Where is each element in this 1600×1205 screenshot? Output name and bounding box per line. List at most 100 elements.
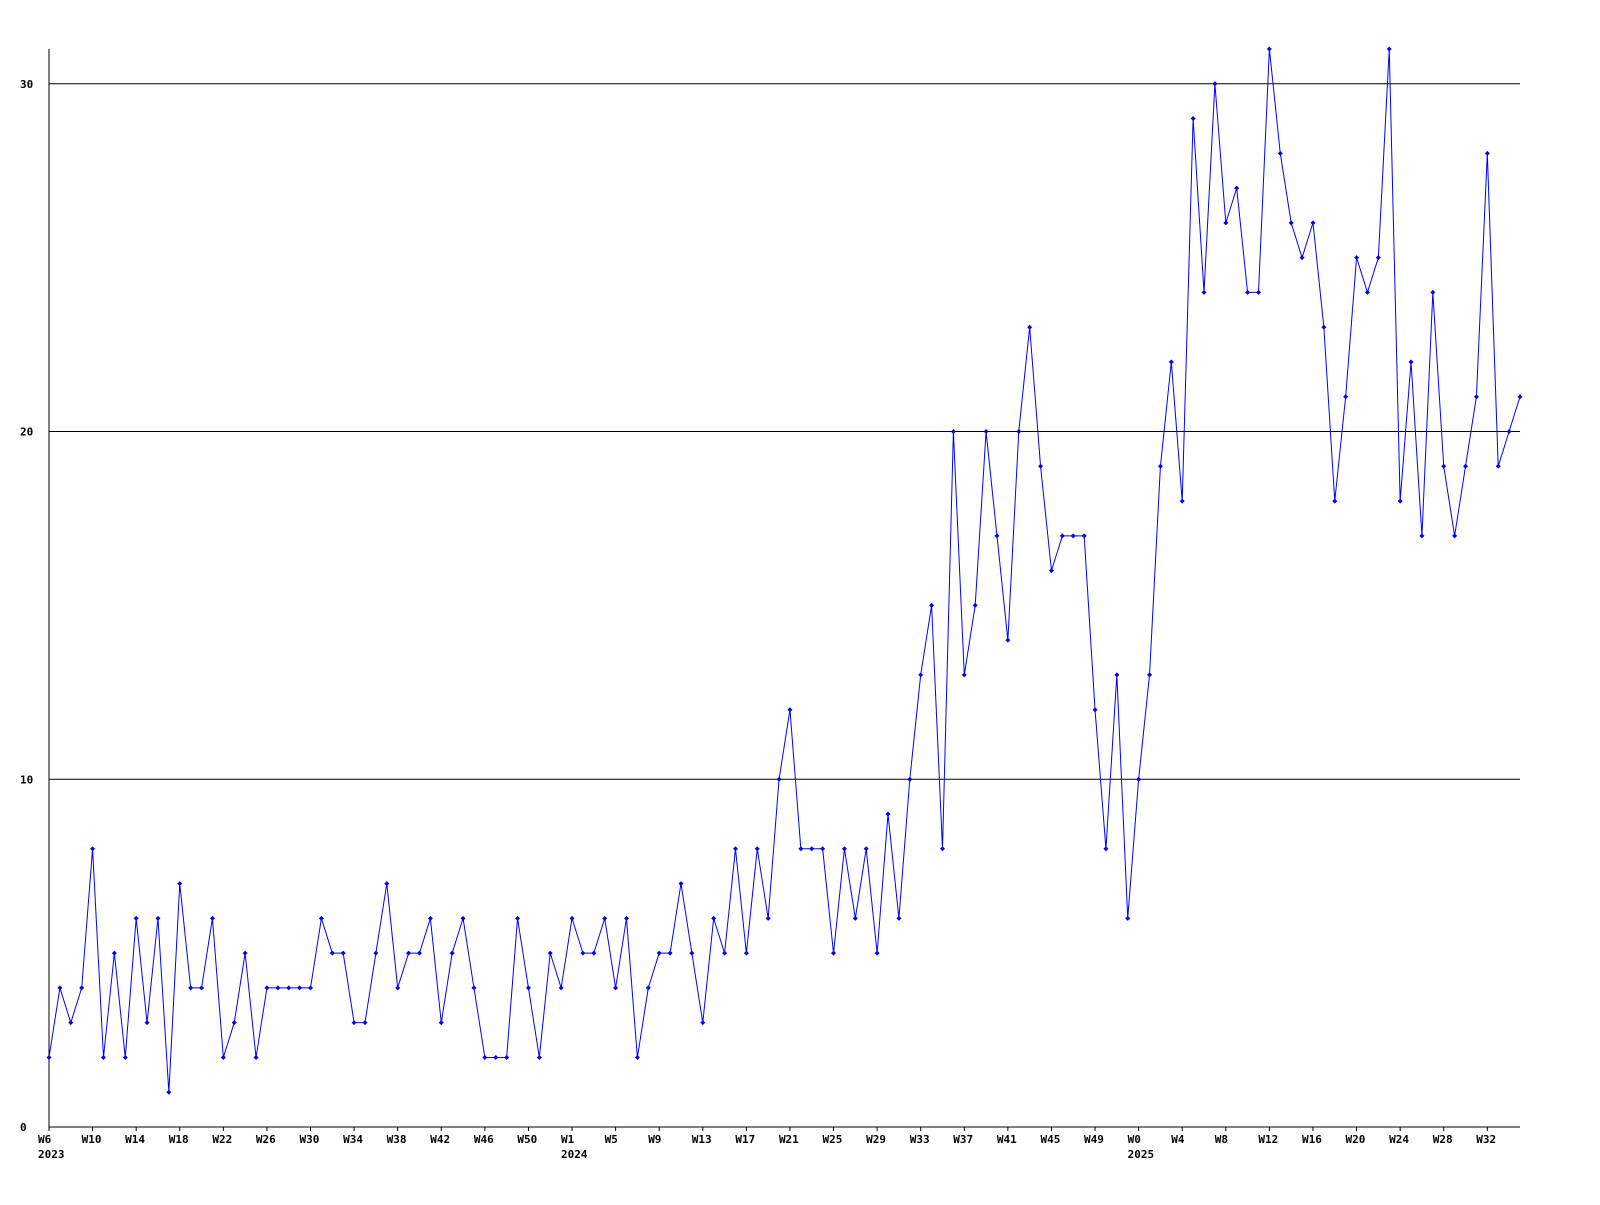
point: [776, 776, 782, 782]
point: [482, 1054, 488, 1060]
point: [525, 985, 531, 991]
point: [1103, 846, 1109, 852]
point: [1430, 289, 1436, 295]
point: [743, 950, 749, 956]
x-tick-label: W30: [300, 1133, 320, 1146]
point: [1255, 289, 1261, 295]
point: [427, 915, 433, 921]
x-tick-label: W26: [256, 1133, 276, 1146]
point: [504, 1054, 510, 1060]
point: [1419, 533, 1425, 539]
point: [591, 950, 597, 956]
point: [1397, 498, 1403, 504]
x-tick-label: W17: [735, 1133, 755, 1146]
x-tick-label: W34: [343, 1133, 363, 1146]
point: [460, 915, 466, 921]
point: [449, 950, 455, 956]
point: [1005, 637, 1011, 643]
point: [1168, 359, 1174, 365]
point: [329, 950, 335, 956]
point: [613, 985, 619, 991]
point: [1212, 81, 1218, 87]
point: [68, 1020, 74, 1026]
point: [209, 915, 215, 921]
point: [722, 950, 728, 956]
point: [1179, 498, 1185, 504]
point: [852, 915, 858, 921]
point: [199, 985, 205, 991]
point: [318, 915, 324, 921]
x-tick-label: W14: [125, 1133, 145, 1146]
x-tick-label: W25: [823, 1133, 843, 1146]
point: [122, 1054, 128, 1060]
point: [918, 672, 924, 678]
point: [308, 985, 314, 991]
point: [700, 1020, 706, 1026]
x-tick-label: W8: [1215, 1133, 1228, 1146]
point: [1190, 116, 1196, 122]
point: [1147, 672, 1153, 678]
point: [384, 881, 390, 887]
point: [939, 846, 945, 852]
point: [1386, 46, 1392, 52]
point: [144, 1020, 150, 1026]
x-year-label: 2024: [561, 1148, 588, 1161]
point: [340, 950, 346, 956]
point: [406, 950, 412, 956]
point: [689, 950, 695, 956]
point: [155, 915, 161, 921]
point: [351, 1020, 357, 1026]
point: [885, 811, 891, 817]
point: [569, 915, 575, 921]
point: [57, 985, 63, 991]
point: [1506, 429, 1512, 435]
point: [983, 429, 989, 435]
point: [831, 950, 837, 956]
point: [275, 985, 281, 991]
point: [1059, 533, 1065, 539]
point: [1463, 463, 1469, 469]
point: [1125, 915, 1131, 921]
x-tick-label: W13: [692, 1133, 712, 1146]
point: [1157, 463, 1163, 469]
point: [863, 846, 869, 852]
point: [972, 602, 978, 608]
point: [1299, 255, 1305, 261]
point: [1473, 394, 1479, 400]
point: [438, 1020, 444, 1026]
x-tick-label: W10: [82, 1133, 102, 1146]
point: [841, 846, 847, 852]
point: [1092, 707, 1098, 713]
point: [711, 915, 717, 921]
point: [787, 707, 793, 713]
y-tick-label: 10: [20, 773, 33, 786]
point: [624, 915, 630, 921]
point: [100, 1054, 106, 1060]
x-tick-label: W29: [866, 1133, 886, 1146]
point: [678, 881, 684, 887]
point: [558, 985, 564, 991]
point: [46, 1054, 52, 1060]
x-tick-label: W38: [387, 1133, 407, 1146]
x-tick-label: W49: [1084, 1133, 1104, 1146]
point: [1452, 533, 1458, 539]
point: [874, 950, 880, 956]
point: [264, 985, 270, 991]
point: [1114, 672, 1120, 678]
point: [471, 985, 477, 991]
point: [602, 915, 608, 921]
point: [732, 846, 738, 852]
x-tick-label: W18: [169, 1133, 189, 1146]
point: [1070, 533, 1076, 539]
point: [1245, 289, 1251, 295]
point: [1081, 533, 1087, 539]
point: [297, 985, 303, 991]
point: [1038, 463, 1044, 469]
x-tick-label: W20: [1346, 1133, 1366, 1146]
y-tick-label: 20: [20, 426, 33, 439]
point: [809, 846, 815, 852]
point: [231, 1020, 237, 1026]
point: [1048, 568, 1054, 574]
point: [929, 602, 935, 608]
point: [798, 846, 804, 852]
